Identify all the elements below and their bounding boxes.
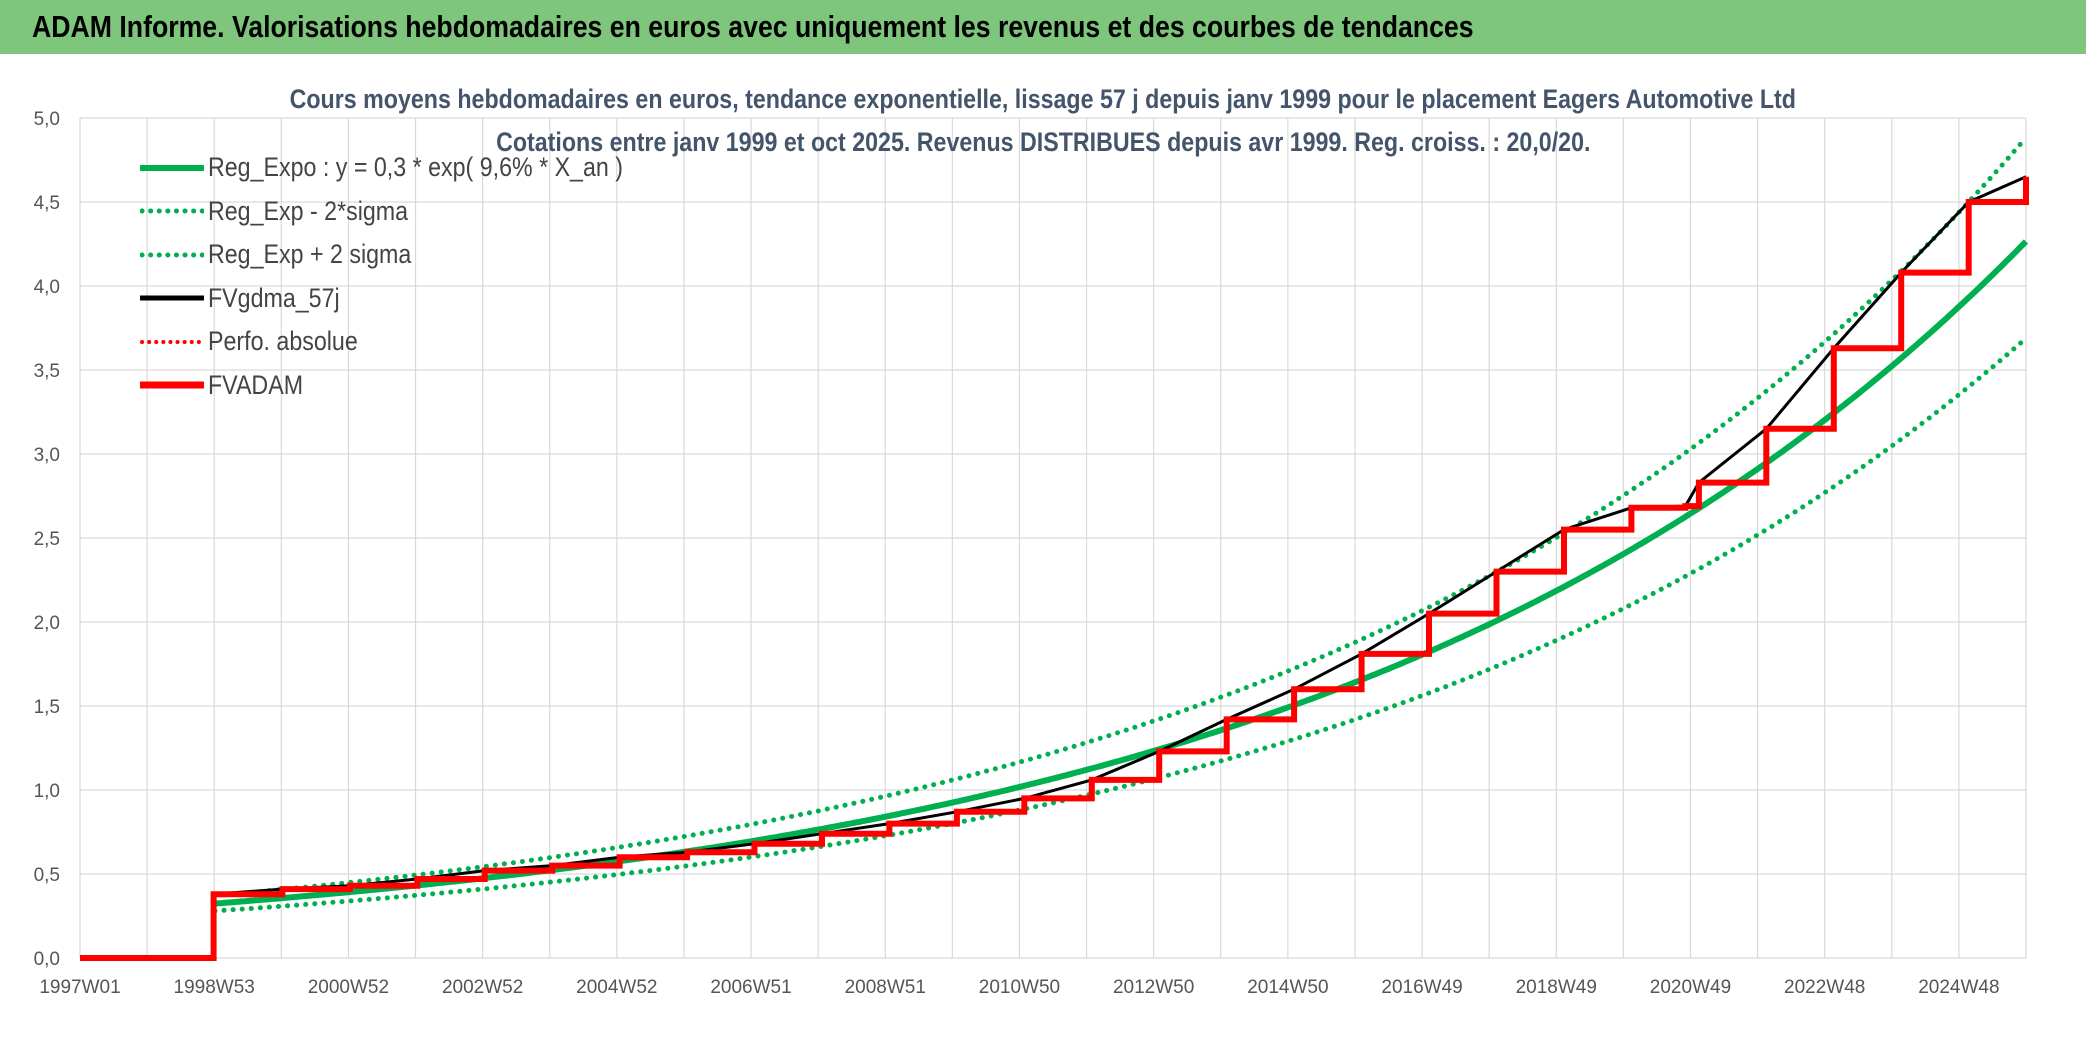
x-tick-label: 2010W50 bbox=[979, 977, 1060, 998]
legend-swatch-solid-black bbox=[140, 295, 204, 301]
legend-item-perfo-absolue: Perfo. absolue bbox=[140, 320, 691, 364]
x-tick-label: 2012W50 bbox=[1113, 977, 1194, 998]
series-reg-exp-minus-2-sigma bbox=[212, 335, 2029, 914]
x-tick-label: 2018W49 bbox=[1516, 977, 1597, 998]
y-tick-label: 3,5 bbox=[34, 361, 60, 382]
y-tick-label: 2,5 bbox=[34, 529, 60, 550]
legend-item-fvadam: FVADAM bbox=[140, 364, 691, 408]
x-tick-label: 2020W49 bbox=[1650, 977, 1731, 998]
y-tick-label: 4,5 bbox=[34, 193, 60, 214]
series-reg-exp-plus-2-sigma bbox=[212, 135, 2029, 899]
x-tick-label: 2006W51 bbox=[710, 977, 791, 998]
x-tick-label: 2004W52 bbox=[576, 977, 657, 998]
y-tick-label: 0,0 bbox=[34, 949, 60, 970]
legend-item-reg-exp-plus: Reg_Exp + 2 sigma bbox=[140, 233, 691, 277]
y-tick-label: 1,5 bbox=[34, 697, 60, 718]
y-tick-label: 1,0 bbox=[34, 781, 60, 802]
legend-item-reg-expo: Reg_Expo : y = 0,3 * exp( 9,6% * X_an ) bbox=[140, 146, 691, 190]
series-reg-expo bbox=[214, 239, 2029, 907]
header-bar: ADAM Informe. Valorisations hebdomadaire… bbox=[0, 0, 2086, 54]
x-tick-label: 1998W53 bbox=[174, 977, 255, 998]
chart-title-line-1: Cours moyens hebdomadaires en euros, ten… bbox=[289, 84, 1797, 114]
legend-item-reg-exp-minus: Reg_Exp - 2*sigma bbox=[140, 190, 691, 234]
series-fvadam bbox=[80, 176, 2029, 961]
legend-swatch-dotted-green bbox=[140, 252, 204, 258]
y-tick-label: 0,5 bbox=[34, 865, 60, 886]
legend-swatch-dotted-green bbox=[140, 208, 204, 214]
x-tick-label: 2024W48 bbox=[1918, 977, 1999, 998]
x-tick-label: 2008W51 bbox=[845, 977, 926, 998]
legend-label: Perfo. absolue bbox=[208, 326, 358, 357]
legend-label: FVgdma_57j bbox=[208, 282, 340, 313]
y-tick-label: 4,0 bbox=[34, 277, 60, 298]
legend-swatch-solid-green bbox=[140, 164, 204, 171]
y-tick-label: 2,0 bbox=[34, 613, 60, 634]
x-tick-label: 2000W52 bbox=[308, 977, 389, 998]
x-tick-label: 2016W49 bbox=[1381, 977, 1462, 998]
legend-label: Reg_Exp + 2 sigma bbox=[208, 239, 412, 270]
legend-swatch-dotted-red bbox=[140, 339, 204, 344]
chart-title-line-2: Cotations entre janv 1999 et oct 2025. R… bbox=[495, 127, 1591, 157]
x-tick-label: 1997W01 bbox=[39, 977, 120, 998]
chart-legend: Reg_Expo : y = 0,3 * exp( 9,6% * X_an ) … bbox=[140, 146, 691, 407]
legend-item-fvgdma: FVgdma_57j bbox=[140, 277, 691, 321]
y-tick-label: 5,0 bbox=[34, 109, 60, 130]
x-tick-label: 2022W48 bbox=[1784, 977, 1865, 998]
legend-label: FVADAM bbox=[208, 369, 304, 400]
page-title: ADAM Informe. Valorisations hebdomadaire… bbox=[32, 9, 1474, 44]
legend-label: Reg_Expo : y = 0,3 * exp( 9,6% * X_an ) bbox=[208, 152, 623, 183]
legend-label: Reg_Exp - 2*sigma bbox=[208, 195, 409, 226]
y-tick-label: 3,0 bbox=[34, 445, 60, 466]
chart-area: 0,0 0,5 1,0 1,5 2,0 2,5 3,0 3,5 4,0 4,5 5,0 1997W01… bbox=[0, 54, 2086, 1037]
line-chart: 0,0 0,5 1,0 1,5 2,0 2,5 3,0 3,5 4,0 4,5 5,0 1997W01… bbox=[34, 109, 2029, 998]
legend-swatch-solid-red bbox=[140, 381, 204, 389]
x-tick-label: 2002W52 bbox=[442, 977, 523, 998]
x-tick-label: 2014W50 bbox=[1247, 977, 1328, 998]
